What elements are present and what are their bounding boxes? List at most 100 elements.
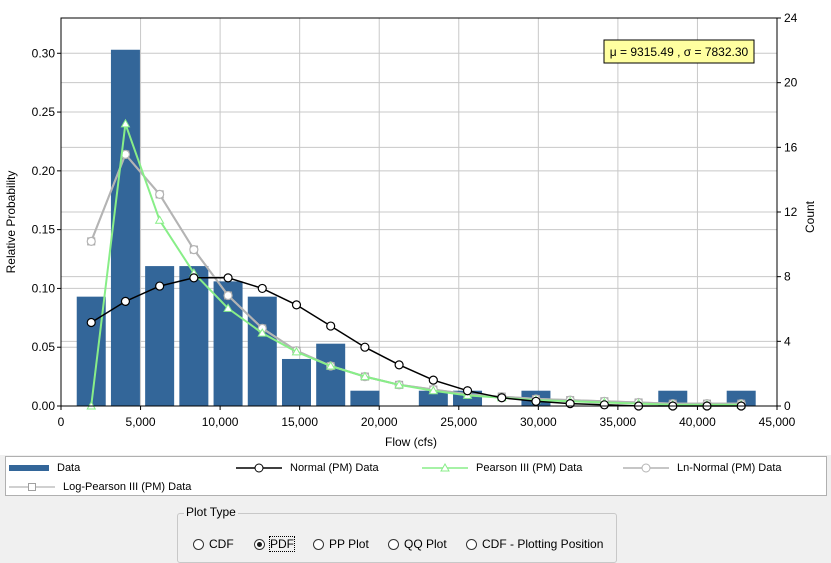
chart-legend: Data Normal (PM) Data Pearson III (PM) Dat… bbox=[5, 456, 827, 496]
radio-pp-plot[interactable]: PP Plot bbox=[313, 536, 369, 552]
radio-label[interactable]: PP Plot bbox=[329, 537, 369, 551]
bar-layer bbox=[76, 49, 756, 406]
series-point bbox=[531, 396, 541, 406]
x-tick-label: 45,000 bbox=[759, 415, 796, 429]
legend-item: Ln-Normal (PM) Data bbox=[623, 459, 782, 477]
histogram-bar bbox=[316, 343, 346, 406]
radio-label[interactable]: CDF - Plotting Position bbox=[482, 537, 604, 551]
radio-label[interactable]: PDF bbox=[269, 536, 295, 552]
series-point bbox=[86, 317, 96, 328]
series-point bbox=[599, 400, 609, 410]
series-point bbox=[394, 360, 404, 370]
y2-tick-label: 24 bbox=[784, 11, 798, 25]
x-tick-label: 5,000 bbox=[126, 415, 156, 429]
y2-axis-title: Count bbox=[803, 200, 817, 233]
x-tick-label: 10,000 bbox=[202, 415, 239, 429]
legend-marker bbox=[28, 483, 36, 491]
radio-circle[interactable] bbox=[466, 538, 477, 550]
histogram-bar bbox=[213, 281, 243, 406]
legend-marker bbox=[641, 463, 651, 473]
stats-annotation-box bbox=[603, 39, 755, 64]
y2-tick-label: 8 bbox=[784, 270, 791, 284]
series-point bbox=[497, 393, 507, 403]
legend-swatch-line bbox=[236, 463, 282, 473]
series-point bbox=[462, 386, 473, 396]
series-point bbox=[360, 342, 370, 352]
radio-circle[interactable] bbox=[388, 538, 399, 550]
x-tick-label: 0 bbox=[58, 415, 65, 429]
series-line bbox=[90, 123, 742, 407]
y-tick-label: 0.15 bbox=[32, 223, 56, 237]
legend-label: Normal (PM) Data bbox=[290, 462, 379, 474]
radio-circle[interactable] bbox=[193, 538, 204, 550]
series-point bbox=[257, 283, 267, 294]
x-tick-label: 25,000 bbox=[440, 415, 477, 429]
radio-qq-plot[interactable]: QQ Plot bbox=[388, 536, 447, 552]
stats-annotation: μ = 9315.49 , σ = 7832.30 bbox=[603, 39, 755, 64]
histogram-bar bbox=[418, 390, 448, 406]
series-point bbox=[86, 236, 96, 246]
x-tick-label: 20,000 bbox=[361, 415, 398, 429]
legend-swatch-bar bbox=[9, 465, 49, 471]
histogram-bar bbox=[179, 266, 209, 406]
y-tick-label: 0.10 bbox=[32, 281, 56, 295]
series-point bbox=[120, 118, 131, 128]
x-axis-title: Flow (cfs) bbox=[385, 435, 437, 449]
chart-area: 0 5,000 10,000 15,000 20,000 25,000 30,000 35,0… bbox=[0, 0, 831, 455]
histogram-bar bbox=[726, 390, 756, 406]
legend-swatch-line bbox=[422, 463, 468, 472]
series-point bbox=[291, 300, 302, 310]
series-point bbox=[154, 215, 165, 224]
series-point bbox=[189, 245, 199, 255]
legend-marker bbox=[440, 463, 450, 472]
y2-tick-label: 20 bbox=[784, 76, 798, 90]
y-tick-label: 0.20 bbox=[32, 164, 56, 178]
chart-svg: 0 5,000 10,000 15,000 20,000 25,000 30,000 35,0… bbox=[4, 11, 817, 449]
legend-item: Normal (PM) Data bbox=[236, 459, 379, 477]
radio-cdf[interactable]: CDF bbox=[193, 536, 234, 552]
series-point bbox=[394, 379, 404, 389]
series-point bbox=[120, 296, 131, 306]
x-tick-label: 30,000 bbox=[520, 415, 557, 429]
series-point bbox=[155, 281, 165, 291]
radio-circle[interactable] bbox=[254, 538, 265, 550]
legend-bar-swatch bbox=[9, 465, 49, 471]
axis-layer: 0 5,000 10,000 15,000 20,000 25,000 30,000 35,0… bbox=[32, 11, 798, 429]
radio-label[interactable]: QQ Plot bbox=[404, 537, 447, 551]
legend-swatch-line bbox=[623, 463, 669, 473]
y-tick-label: 0.00 bbox=[32, 399, 56, 413]
y2-tick-label: 4 bbox=[784, 334, 791, 348]
legend-label: Ln-Normal (PM) Data bbox=[677, 462, 782, 474]
histogram-bar bbox=[247, 296, 277, 406]
series-point bbox=[257, 328, 268, 337]
histogram-bar bbox=[281, 358, 311, 406]
x-tick-label: 15,000 bbox=[281, 415, 318, 429]
legend-swatch-line bbox=[9, 483, 55, 491]
y-axis-title: Relative Probability bbox=[4, 171, 18, 274]
histogram-bar bbox=[76, 296, 106, 406]
y2-tick-label: 12 bbox=[784, 205, 798, 219]
series-point bbox=[428, 385, 439, 395]
x-tick-label: 35,000 bbox=[600, 415, 637, 429]
y-tick-label: 0.05 bbox=[32, 340, 56, 354]
legend-item: Data bbox=[9, 459, 80, 477]
series-point bbox=[223, 273, 233, 283]
y2-tick-label: 0 bbox=[784, 399, 791, 413]
legend-marker bbox=[254, 463, 264, 473]
legend-item: Pearson III (PM) Data bbox=[422, 459, 582, 477]
series-point bbox=[155, 189, 165, 199]
radio-circle[interactable] bbox=[313, 538, 324, 550]
radio-cdf-plotting-position[interactable]: CDF - Plotting Position bbox=[466, 536, 603, 552]
radio-pdf[interactable]: PDF bbox=[254, 536, 295, 552]
plot-type-title: Plot Type bbox=[184, 505, 238, 519]
histogram-bar bbox=[350, 390, 380, 406]
series-point bbox=[291, 346, 302, 356]
legend-label: Data bbox=[57, 462, 81, 474]
legend-label: Log-Pearson III (PM) Data bbox=[63, 481, 192, 493]
histogram-bar bbox=[658, 390, 688, 406]
series-point bbox=[189, 273, 199, 283]
radio-label[interactable]: CDF bbox=[209, 537, 234, 551]
series-point bbox=[223, 290, 233, 301]
legend-item: Log-Pearson III (PM) Data bbox=[9, 478, 191, 496]
plot-type-group: Plot Type CDF PDF PP Plot QQ Plot CDF - Plot… bbox=[177, 505, 617, 563]
